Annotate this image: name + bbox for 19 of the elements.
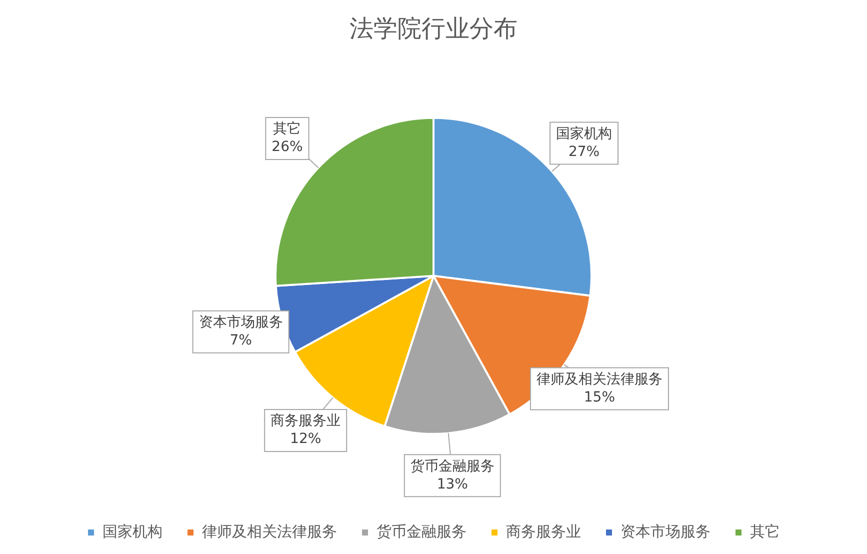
- legend-label: 国家机构: [102, 522, 162, 540]
- data-label: 27%: [568, 144, 600, 160]
- slice-label: 货币金融服务: [410, 458, 494, 474]
- data-label: 15%: [584, 389, 616, 406]
- slice-label: 律师及相关法律服务: [536, 371, 662, 388]
- slice-label: 国家机构: [556, 126, 612, 142]
- data-label: 26%: [272, 139, 303, 156]
- data-label: 12%: [290, 431, 322, 448]
- legend-label: 资本市场服务: [620, 522, 710, 540]
- slice-label: 商务服务业: [270, 413, 341, 430]
- legend-label: 商务服务业: [506, 522, 581, 540]
- data-label: 13%: [436, 476, 468, 492]
- data-label: 7%: [230, 332, 252, 349]
- legend-label: 货币金融服务: [376, 522, 466, 540]
- slice-label: 其它: [273, 121, 302, 138]
- chart-title: 法学院行业分布: [350, 14, 518, 43]
- legend-label: 律师及相关法律服务: [202, 522, 337, 540]
- legend-label: 其它: [750, 522, 780, 540]
- slice-label: 资本市场服务: [198, 314, 283, 331]
